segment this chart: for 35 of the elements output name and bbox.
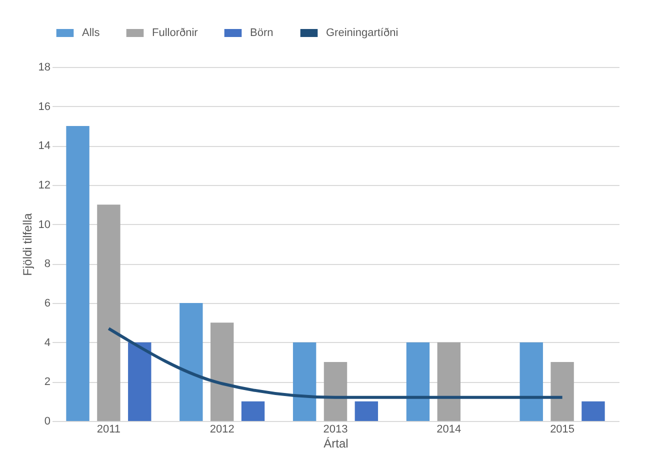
legend-label: Fullorðnir: [152, 27, 198, 39]
y-tick-label: 0: [44, 416, 50, 428]
legend-label: Alls: [82, 27, 100, 39]
x-tick-label: 2011: [96, 424, 121, 436]
y-tick-label: 10: [38, 218, 50, 231]
x-tick-label: 2013: [323, 424, 348, 436]
bar: [210, 322, 234, 421]
bar: [437, 342, 460, 421]
y-tick-label: 8: [44, 258, 50, 270]
bar: [292, 342, 316, 421]
x-tick-label: 2014: [436, 424, 462, 436]
bar: [128, 342, 152, 421]
bar: [354, 401, 378, 421]
bar: [324, 362, 348, 421]
bar: [180, 303, 203, 421]
y-tick-label: 4: [44, 336, 50, 349]
x-axis-title: Ártal: [324, 436, 348, 450]
bar: [241, 401, 265, 421]
x-tick-label: 2012: [210, 424, 234, 436]
x-tick-label: 2015: [550, 424, 575, 436]
y-tick-label: 2: [44, 376, 50, 388]
y-axis-title: Fjöldi tilfella: [20, 212, 34, 276]
y-tick-label: 18: [38, 62, 50, 74]
y-tick-label: 14: [38, 140, 50, 152]
bar: [550, 362, 574, 421]
bar: [582, 401, 605, 421]
bar: [97, 204, 120, 421]
y-tick-label: 12: [38, 180, 50, 192]
bar: [66, 126, 90, 421]
legend-label: Börn: [250, 27, 274, 39]
y-tick-label: 16: [38, 100, 50, 113]
bar: [406, 342, 430, 421]
bar: [520, 342, 543, 421]
legend-label: Greiningartíðni: [326, 27, 398, 39]
y-tick-label: 6: [44, 298, 50, 310]
